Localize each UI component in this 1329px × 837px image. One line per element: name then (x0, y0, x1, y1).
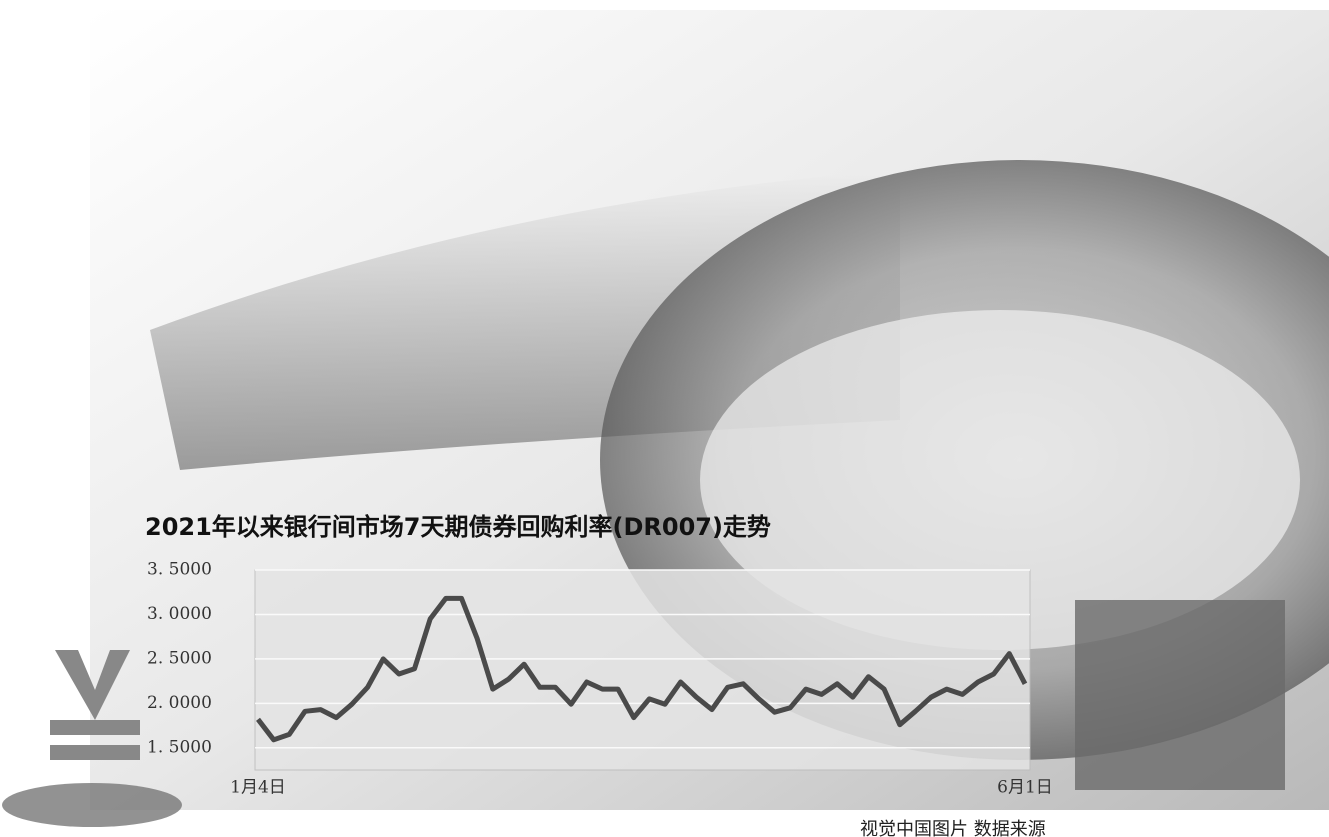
y-tick-label: 2. 5000 (147, 648, 212, 668)
source-note: 视觉中国图片 数据来源 (860, 819, 1046, 837)
compass-face (700, 310, 1300, 650)
y-tick-label: 2. 0000 (147, 693, 212, 713)
line-series (256, 595, 1028, 743)
plot-area (254, 569, 1031, 771)
yuan-icon (50, 650, 140, 760)
x-tick-label: 1月4日 (230, 778, 286, 798)
chart-title: 2021年以来银行间市场7天期债券回购利率(DR007)走势 (145, 513, 771, 541)
plot: 1. 5000 2. 0000 2. 5000 3. 0000 3. 5000 1月4日 6… (147, 560, 1053, 798)
y-tick-label: 3. 5000 (147, 560, 212, 580)
hinge (1075, 600, 1285, 790)
coin (2, 783, 182, 827)
y-tick-label: 3. 0000 (147, 604, 212, 624)
x-tick-label: 6月1日 (997, 778, 1053, 798)
y-tick-label: 1. 5000 (147, 737, 212, 757)
